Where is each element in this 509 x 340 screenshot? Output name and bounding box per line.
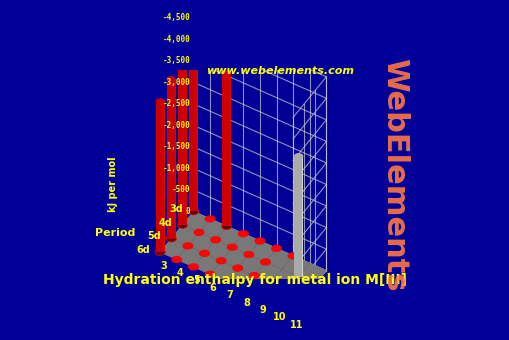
Polygon shape — [221, 38, 231, 226]
Text: -1,500: -1,500 — [162, 142, 190, 151]
Polygon shape — [155, 101, 164, 252]
Ellipse shape — [226, 243, 237, 251]
Polygon shape — [174, 79, 176, 239]
Text: -3,500: -3,500 — [162, 56, 190, 65]
Polygon shape — [185, 58, 187, 225]
Ellipse shape — [193, 229, 204, 236]
Text: 4: 4 — [176, 268, 183, 278]
Ellipse shape — [265, 279, 276, 287]
Ellipse shape — [154, 249, 165, 256]
Ellipse shape — [281, 287, 293, 294]
Ellipse shape — [177, 221, 187, 229]
Ellipse shape — [254, 293, 265, 300]
Ellipse shape — [298, 294, 309, 301]
Text: 0: 0 — [185, 207, 190, 216]
Ellipse shape — [155, 98, 164, 104]
Text: -500: -500 — [172, 185, 190, 194]
Text: 11: 11 — [289, 320, 302, 330]
Text: 3: 3 — [160, 261, 166, 271]
Polygon shape — [293, 156, 303, 277]
Text: www.webelements.com: www.webelements.com — [205, 66, 353, 76]
Text: 6: 6 — [209, 283, 216, 293]
Polygon shape — [196, 41, 198, 211]
Ellipse shape — [165, 235, 177, 242]
Ellipse shape — [204, 215, 215, 223]
Ellipse shape — [188, 208, 198, 215]
Ellipse shape — [270, 245, 281, 252]
Text: 10: 10 — [272, 312, 286, 322]
Ellipse shape — [293, 153, 303, 159]
Polygon shape — [230, 38, 231, 226]
Ellipse shape — [166, 76, 176, 82]
Polygon shape — [177, 58, 187, 225]
Ellipse shape — [287, 252, 298, 259]
Ellipse shape — [187, 208, 199, 215]
Ellipse shape — [293, 273, 304, 280]
Polygon shape — [160, 211, 326, 311]
Text: 7: 7 — [226, 290, 233, 300]
Polygon shape — [188, 41, 198, 211]
Text: 9: 9 — [259, 305, 266, 315]
Ellipse shape — [166, 235, 176, 242]
Ellipse shape — [232, 265, 243, 272]
Ellipse shape — [177, 222, 187, 228]
Text: 4d: 4d — [158, 218, 172, 228]
Ellipse shape — [215, 257, 226, 265]
Text: 8: 8 — [242, 298, 249, 308]
Ellipse shape — [248, 272, 260, 279]
Polygon shape — [98, 70, 411, 279]
Ellipse shape — [204, 271, 215, 278]
Ellipse shape — [177, 55, 187, 62]
Text: Hydration enthalpy for metal ion M[III]: Hydration enthalpy for metal ion M[III] — [103, 273, 406, 287]
Text: -4,500: -4,500 — [162, 13, 190, 22]
Text: -2,000: -2,000 — [162, 121, 190, 130]
Ellipse shape — [171, 256, 182, 263]
Ellipse shape — [260, 258, 270, 266]
Ellipse shape — [254, 237, 265, 245]
Text: WebElements: WebElements — [379, 58, 408, 291]
Ellipse shape — [188, 38, 198, 44]
Ellipse shape — [221, 278, 232, 285]
Text: -4,000: -4,000 — [162, 35, 190, 44]
Polygon shape — [163, 101, 164, 252]
Ellipse shape — [221, 34, 231, 41]
Text: 5: 5 — [193, 275, 200, 286]
Text: 3d: 3d — [169, 204, 183, 214]
Text: -2,500: -2,500 — [162, 99, 190, 108]
Polygon shape — [301, 156, 303, 277]
Polygon shape — [166, 79, 176, 239]
Text: 6d: 6d — [136, 245, 150, 255]
Ellipse shape — [237, 230, 248, 237]
Ellipse shape — [221, 223, 231, 230]
Ellipse shape — [155, 249, 164, 255]
Ellipse shape — [210, 236, 221, 243]
Text: -3,000: -3,000 — [162, 78, 190, 87]
Text: Period: Period — [95, 228, 135, 238]
Ellipse shape — [287, 307, 298, 315]
Ellipse shape — [199, 250, 210, 257]
Text: 5d: 5d — [148, 231, 161, 241]
Ellipse shape — [243, 251, 254, 258]
Text: kJ per mol: kJ per mol — [108, 156, 118, 211]
Ellipse shape — [182, 242, 193, 250]
Ellipse shape — [270, 300, 281, 307]
Text: -1,000: -1,000 — [162, 164, 190, 173]
Ellipse shape — [237, 285, 248, 293]
Ellipse shape — [221, 223, 232, 230]
Ellipse shape — [187, 263, 199, 271]
Ellipse shape — [293, 274, 303, 280]
